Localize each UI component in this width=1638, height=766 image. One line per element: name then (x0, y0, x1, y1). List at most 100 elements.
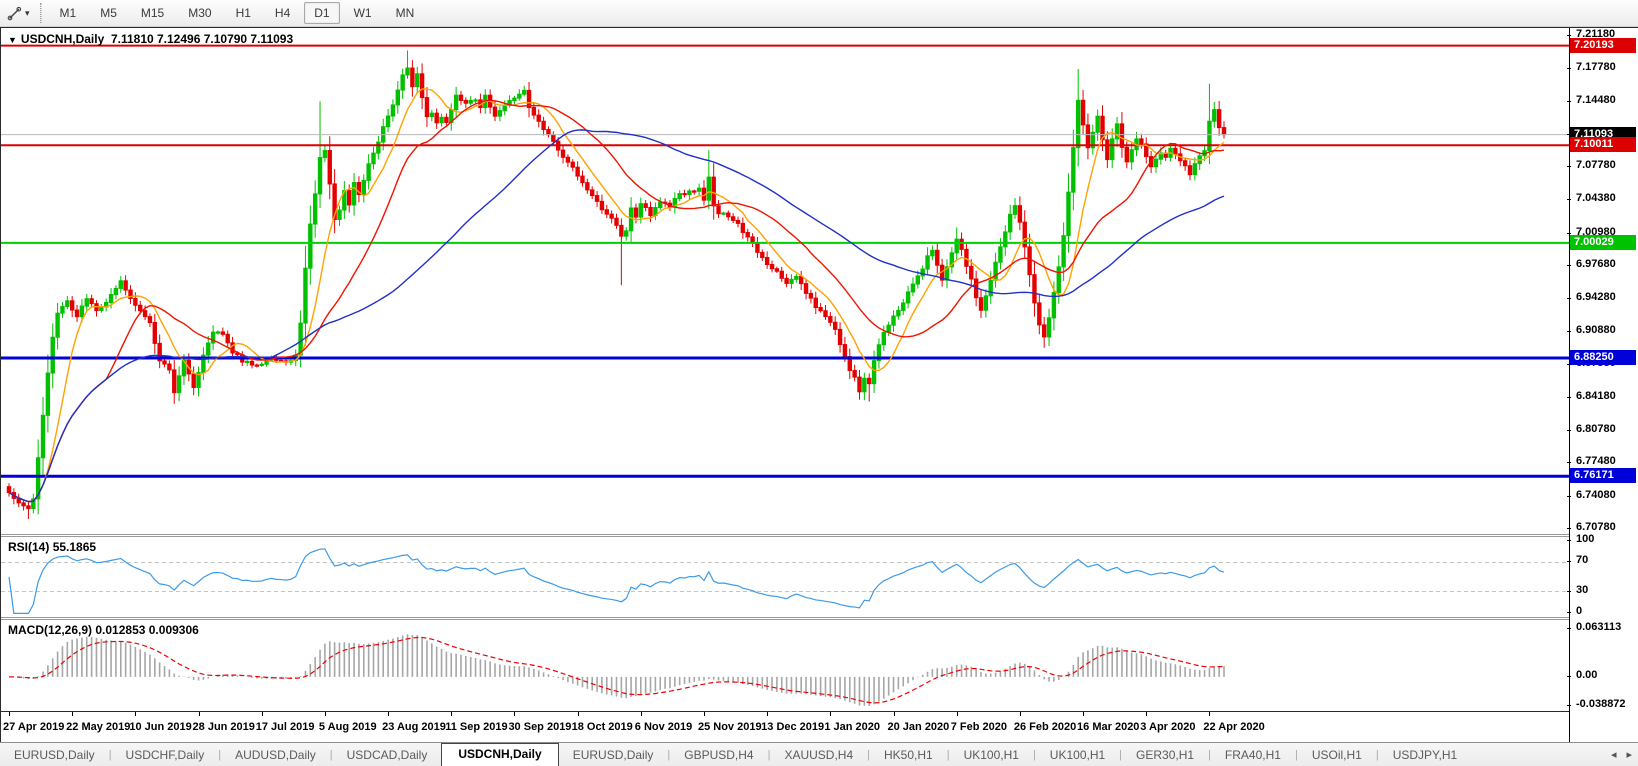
date-label: 18 Oct 2019 (571, 721, 633, 733)
timeframe-m5-button[interactable]: M5 (100, 6, 117, 20)
tab-separator: | (1208, 748, 1211, 761)
date-label: 27 Apr 2019 (3, 721, 65, 733)
chart-tabs: EURUSD,Daily | USDCHF,Daily | AUDUSD,Daily | U… (0, 743, 1471, 766)
tab-xauusd-h4[interactable]: XAUUSD,H4 (784, 748, 854, 762)
tab-uk100-h1[interactable]: UK100,H1 (1049, 748, 1106, 762)
rsi-label: RSI(14) 55.1865 (8, 540, 97, 554)
date-label: 28 Jun 2019 (192, 721, 255, 733)
timeframe-mn-button[interactable]: MN (395, 6, 415, 20)
tab-separator: | (767, 748, 771, 761)
date-tick (261, 712, 263, 716)
tab-scroll-left-icon[interactable]: ◂ (1610, 749, 1617, 761)
date-label: 17 Jul 2019 (255, 721, 315, 733)
tab-separator: | (946, 748, 950, 761)
tab-usdjpy-h1[interactable]: USDJPY,H1 (1392, 748, 1458, 762)
tab-separator: | (1294, 748, 1298, 761)
chart-symbol-label: USDCNH,Daily (20, 32, 105, 46)
tab-fra40-h1[interactable]: FRA40,H1 (1224, 748, 1281, 762)
chart-collapse-icon[interactable]: ▼ (8, 35, 17, 45)
date-tick (767, 712, 769, 716)
tab-separator: | (667, 748, 671, 761)
pane-separator[interactable] (1, 617, 1638, 620)
pane-separator[interactable] (1, 534, 1638, 537)
tab-ger30-h1[interactable]: GER30,H1 (1136, 748, 1195, 762)
date-label: 1 Jan 2020 (824, 721, 880, 733)
date-label: 13 Dec 2019 (761, 721, 825, 733)
date-label: 10 Jun 2019 (129, 721, 192, 733)
macd-tick-label: 0.00 (1566, 669, 1597, 681)
date-axis[interactable]: 27 Apr 2019 22 May 2019 10 Jun 2019 28 Jun … (1, 712, 1569, 743)
tab-usdchf-daily[interactable]: USDCHF,Daily (125, 748, 205, 762)
date-tick (451, 712, 453, 716)
macd-histogram (13, 634, 1225, 706)
date-label: 5 Aug 2019 (318, 721, 377, 733)
tab-separator: | (1032, 748, 1036, 761)
timeframe-m1-button[interactable]: M1 (59, 6, 77, 20)
price-badge: 7.00029 (1570, 234, 1636, 250)
tab-usdcad-daily[interactable]: USDCAD,Daily (346, 748, 428, 762)
tab-separator: | (218, 748, 222, 761)
price-tick-label: 6.70780 (1567, 521, 1616, 533)
date-tick (514, 712, 516, 716)
tab-uk100-h1[interactable]: UK100,H1 (963, 748, 1019, 762)
price-axis[interactable]: 7.211807.177807.144807.110807.077807.043… (1566, 28, 1638, 743)
date-tick (640, 712, 642, 716)
date-label: 26 Feb 2020 (1013, 721, 1077, 733)
date-tick (72, 712, 74, 716)
rsi-tick-label: 70 (1566, 554, 1588, 566)
price-tick-label: 6.97680 (1567, 258, 1616, 270)
tab-scroll-right-icon[interactable]: ▸ (1626, 749, 1632, 761)
timeframe-d1-button[interactable]: D1 (304, 2, 340, 24)
tab-eurusd-daily[interactable]: EURUSD,Daily (14, 748, 95, 762)
price-tick-label: 6.80780 (1567, 423, 1616, 435)
date-label: 25 Nov 2019 (697, 721, 762, 733)
date-tick (893, 712, 895, 716)
crosshair-cursor-icon[interactable] (4, 3, 24, 23)
macd-tick-label: 0.063113 (1566, 621, 1621, 633)
date-tick (1083, 712, 1085, 716)
tab-usoil-h1[interactable]: USOil,H1 (1311, 748, 1362, 762)
timeframe-m15-button[interactable]: M15 (140, 6, 165, 20)
timeframe-w1-button[interactable]: W1 (353, 6, 372, 20)
price-tick-label: 6.90880 (1567, 324, 1616, 336)
price-tick-label: 7.04380 (1567, 192, 1616, 204)
date-label: 23 Aug 2019 (382, 721, 446, 733)
date-tick (1146, 712, 1148, 716)
date-tick (577, 712, 579, 716)
date-tick (956, 712, 958, 716)
tab-separator: | (867, 748, 870, 761)
timeframe-m30-button[interactable]: M30 (188, 6, 212, 20)
tab-hk50-h1[interactable]: HK50,H1 (884, 748, 933, 762)
macd-label: MACD(12,26,9) 0.012853 0.009306 (8, 623, 199, 637)
price-pane[interactable] (1, 28, 1569, 534)
date-label: 3 Apr 2020 (1140, 721, 1196, 733)
price-tick-label: 6.94280 (1567, 291, 1616, 303)
timeframe-button-group: M1 M5 M15 M30 H1 H4 D1 W1 MN (48, 2, 427, 24)
macd-signal-line (8, 636, 1225, 704)
price-badge: 7.10011 (1570, 137, 1636, 153)
tab-scroll-nav: ◂ ▸ (1611, 748, 1632, 761)
date-label: 20 Jan 2020 (887, 721, 950, 733)
price-tick-label: 6.84180 (1567, 390, 1616, 402)
date-tick (198, 712, 200, 716)
tab-separator: | (108, 748, 112, 761)
macd-pane[interactable] (1, 620, 1569, 711)
price-tick-label: 7.14480 (1567, 94, 1616, 106)
price-badge: 6.76171 (1570, 468, 1636, 484)
moving-average-lines (8, 88, 1225, 503)
rsi-pane[interactable] (1, 537, 1569, 617)
date-tick (388, 712, 390, 716)
tab-usdcnh-daily[interactable]: USDCNH,Daily (441, 743, 559, 766)
timeframe-h4-button[interactable]: H4 (274, 6, 291, 20)
date-tick (830, 712, 832, 716)
chart-window: ▼ USDCNH,Daily 7.11810 7.12496 7.10790 7.… (0, 27, 1638, 743)
tab-audusd-daily[interactable]: AUDUSD,Daily (235, 748, 316, 762)
rsi-line (8, 548, 1225, 614)
tab-gbpusd-h4[interactable]: GBPUSD,H4 (684, 748, 754, 762)
timeframe-h1-button[interactable]: H1 (235, 6, 251, 20)
cursor-tool-dropdown-caret[interactable]: ▾ (25, 7, 30, 18)
price-tick-label: 7.17780 (1567, 61, 1616, 73)
date-label: 16 Mar 2020 (1077, 721, 1140, 733)
tab-separator: | (1119, 748, 1123, 761)
tab-eurusd-daily[interactable]: EURUSD,Daily (572, 748, 654, 762)
